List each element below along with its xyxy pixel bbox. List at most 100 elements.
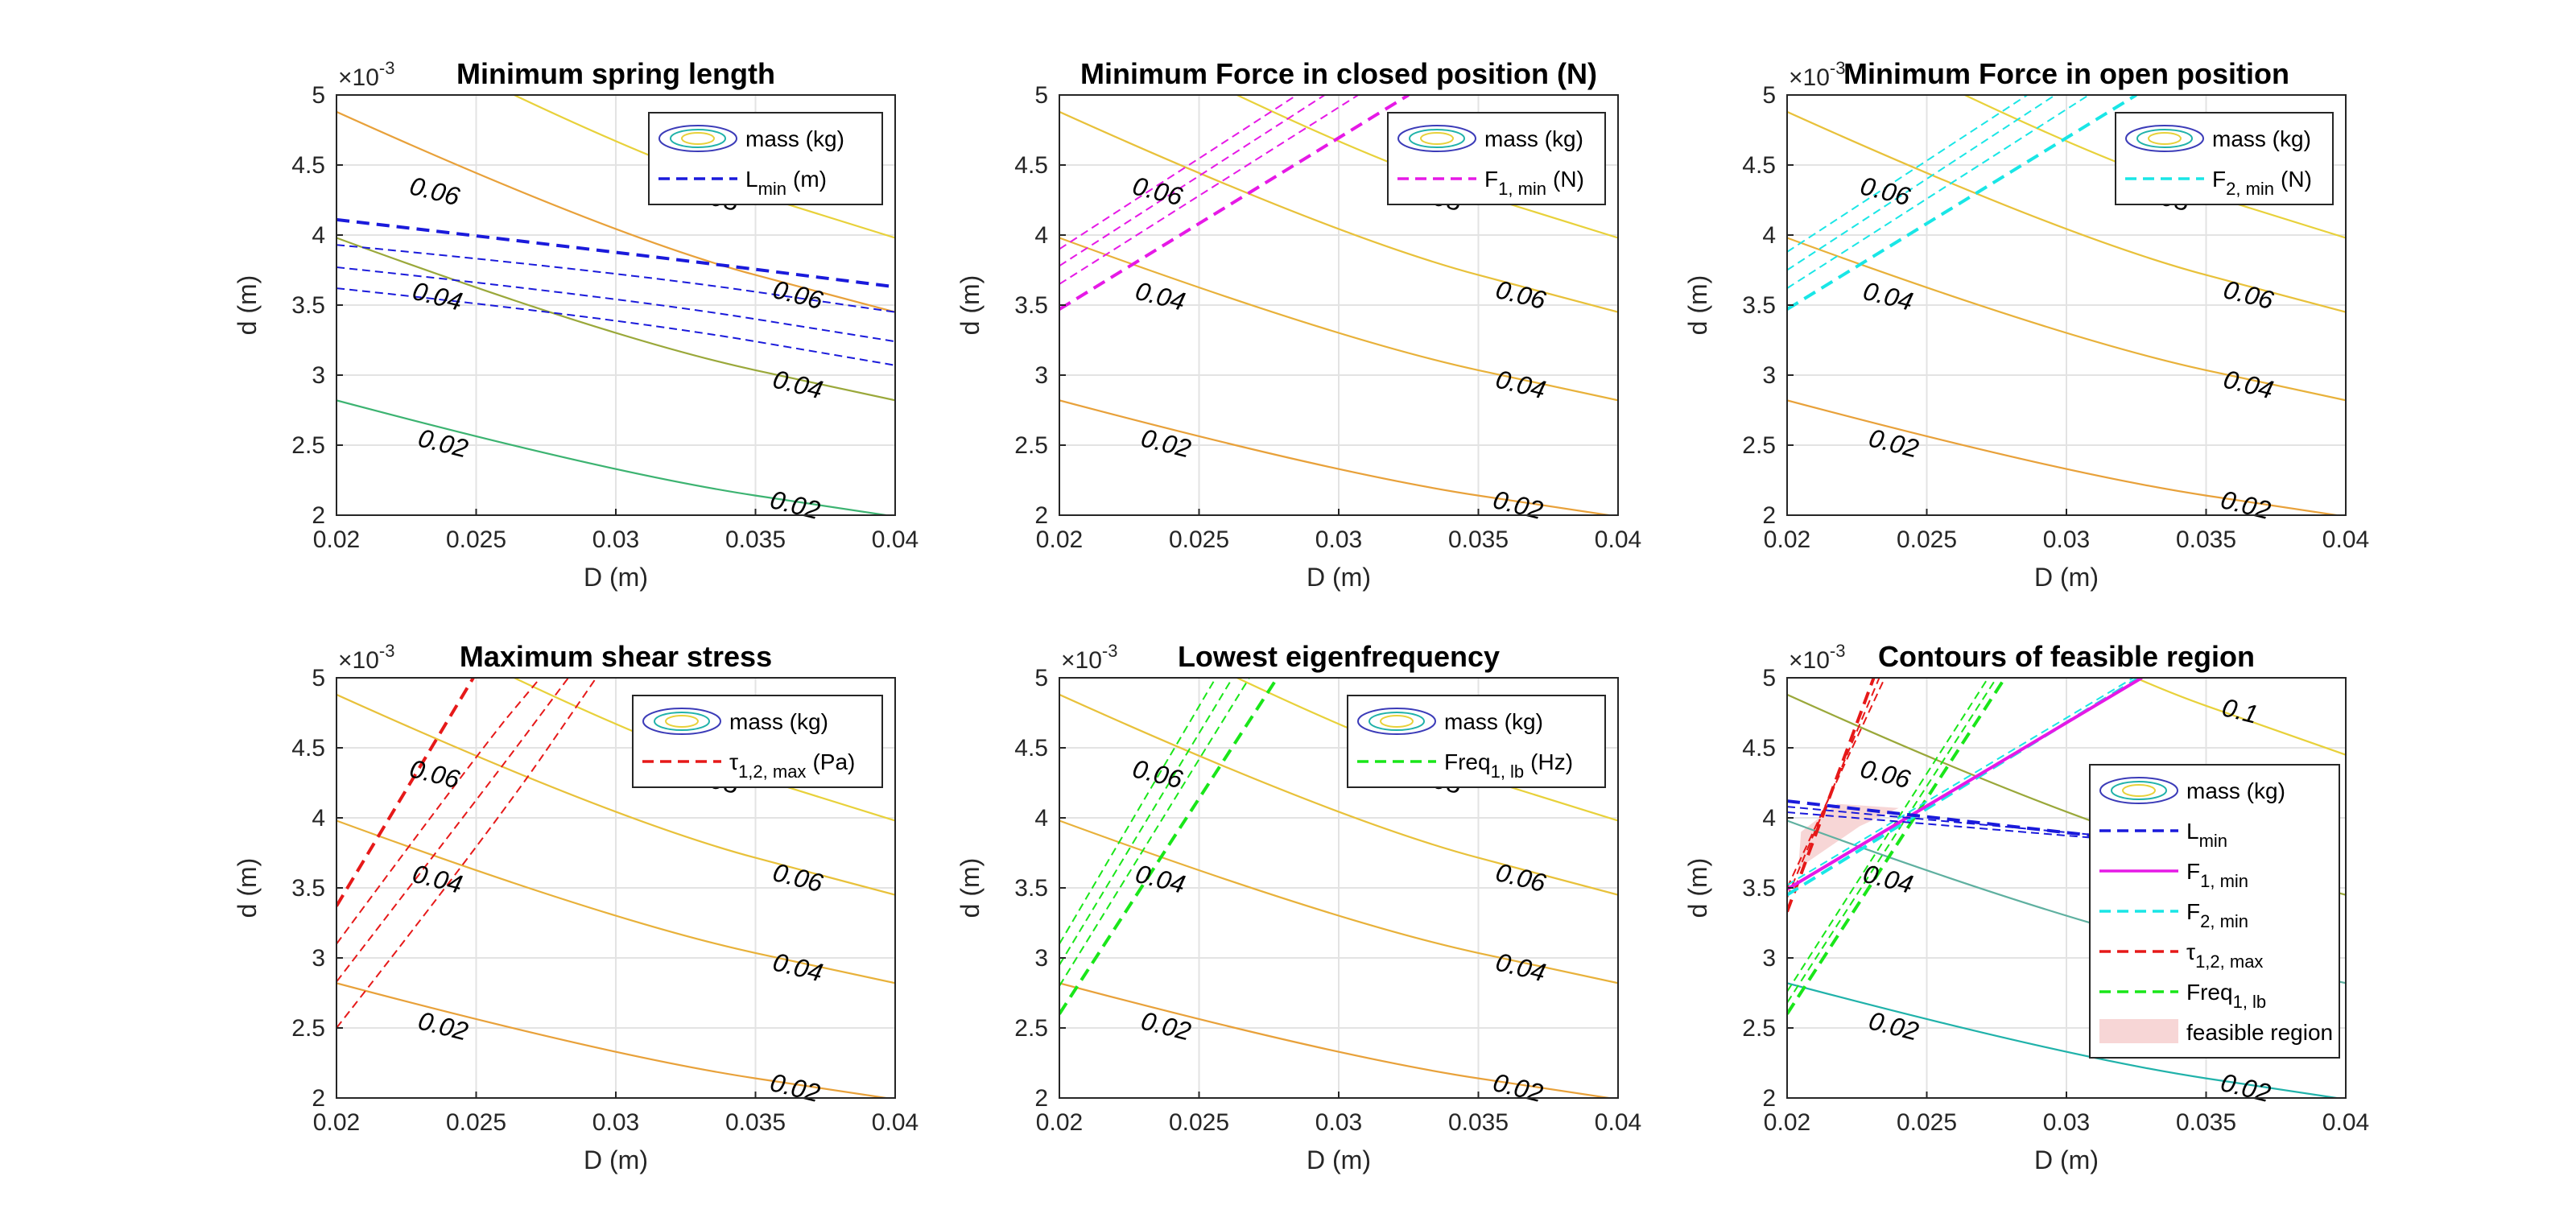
constraint-line: [1059, 95, 1410, 311]
chart-title: Maximum shear stress: [460, 640, 772, 673]
legend-entry-label: Freq1, lb: [2186, 980, 2266, 1012]
y-axis-label: d (m): [956, 275, 985, 336]
constraint-line: [1787, 678, 1876, 913]
y-tick-label: 3: [1762, 362, 1776, 389]
chart-panel: 0.060.080.040.060.040.020.020.020.0250.0…: [233, 57, 919, 592]
y-tick-label: 2: [1762, 502, 1776, 529]
chart-title: Minimum Force in open position: [1843, 57, 2289, 90]
x-tick-label: 0.025: [446, 526, 506, 553]
legend-label-main: F: [2186, 859, 2200, 884]
y-tick-label: 3: [1762, 945, 1776, 972]
x-tick-label: 0.04: [2322, 1109, 2369, 1136]
mass-contour-line: [1787, 110, 2346, 313]
y-tick-label: 4.5: [1742, 735, 1776, 762]
legend-label-main: τ: [2186, 939, 2195, 964]
legend-label-main: F: [2212, 167, 2226, 192]
y-tick-label: 2: [1762, 1085, 1776, 1112]
legend-label-main: mass (kg): [2186, 778, 2285, 803]
legend-contour-icon: [1420, 132, 1454, 145]
y-tick-label: 4.5: [1014, 152, 1048, 179]
constraint-line: [1787, 678, 1998, 1004]
x-tick-label: 0.03: [2043, 1109, 2090, 1136]
y-tick-label: 4: [1762, 805, 1776, 832]
x-tick-label: 0.04: [872, 1109, 919, 1136]
y-tick-label: 2: [312, 1085, 325, 1112]
y-tick-label: 3: [1034, 362, 1048, 389]
mass-contour-line: [1059, 819, 1618, 984]
y-tick-label: 4.5: [291, 735, 325, 762]
legend-entry-label: Lmin: [2186, 819, 2227, 851]
y-tick-label: 5: [1034, 665, 1048, 691]
constraint-line: [1059, 95, 1359, 285]
constraint-line: [1059, 678, 1233, 966]
y-exponent-power: -3: [379, 58, 395, 78]
y-axis-label: d (m): [1683, 858, 1712, 918]
constraint-line: [336, 217, 895, 289]
mass-contour-line: [336, 693, 895, 896]
x-tick-label: 0.02: [313, 1109, 360, 1136]
y-tick-label: 3: [312, 945, 325, 972]
legend-entry-label: F1, min (N): [1484, 167, 1584, 199]
x-axis-label: D (m): [584, 563, 648, 592]
mass-contour-line: [1059, 110, 1618, 313]
constraint-line: [1059, 678, 1279, 1015]
legend-label-unit: (m): [793, 167, 827, 192]
y-tick-label: 4: [1034, 222, 1048, 249]
constraint-line: [336, 678, 475, 907]
legend-contour-icon: [681, 132, 715, 145]
constraint-line: [336, 266, 895, 343]
y-tick-label: 2.5: [1742, 1015, 1776, 1042]
legend-entry-label: τ1,2, max: [2186, 939, 2263, 972]
feasible-region: [1798, 803, 1899, 869]
x-tick-label: 0.04: [1595, 1109, 1641, 1136]
y-tick-label: 2.5: [291, 432, 325, 459]
y-tick-label: 5: [1762, 82, 1776, 109]
legend-label-sub: 1, min: [1498, 179, 1546, 199]
legend-label-main: mass (kg): [745, 126, 844, 151]
x-tick-label: 0.03: [1315, 526, 1362, 553]
y-axis-label: d (m): [233, 858, 262, 918]
y-tick-label: 3.5: [1014, 292, 1048, 319]
constraint-line: [1059, 678, 1250, 987]
x-tick-label: 0.025: [1169, 526, 1229, 553]
y-tick-label: 2: [1034, 502, 1048, 529]
y-axis-label: d (m): [233, 275, 262, 336]
legend-label-sub: 1, lb: [1491, 762, 1525, 782]
x-axis-label: D (m): [1307, 1145, 1371, 1174]
y-tick-label: 5: [312, 82, 325, 109]
x-tick-label: 0.03: [2043, 526, 2090, 553]
mass-contour-line: [1787, 237, 2346, 402]
legend-label-sub: 2, min: [2226, 179, 2274, 199]
legend-entry-label: feasible region: [2186, 1020, 2333, 1045]
legend-entry-label: F2, min (N): [2212, 167, 2312, 199]
legend-contour-icon: [2148, 132, 2182, 145]
legend-contour-icon: [2111, 781, 2167, 800]
legend-entry-label: mass (kg): [2212, 126, 2311, 151]
legend-contour-icon: [2099, 777, 2178, 804]
y-exponent-base: ×10: [1061, 647, 1102, 674]
chart-panel: 0.060.080.040.060.040.020.020.020.0250.0…: [1683, 57, 2369, 592]
legend-label-sub: min: [2199, 831, 2227, 851]
x-tick-label: 0.025: [1897, 526, 1957, 553]
legend-label-main: τ: [729, 749, 738, 774]
legend-contour-icon: [2136, 129, 2193, 148]
legend-label-unit: (N): [1553, 167, 1584, 192]
x-tick-label: 0.04: [872, 526, 919, 553]
constraint-line: [336, 678, 569, 983]
y-tick-label: 2.5: [1014, 432, 1048, 459]
legend-label-main: mass (kg): [729, 709, 828, 734]
constraint-line: [1787, 678, 2134, 886]
y-exponent-base: ×10: [1789, 64, 1830, 91]
y-axis-label: d (m): [1683, 275, 1712, 336]
legend-entry-label: τ1,2, max (Pa): [729, 749, 855, 782]
y-tick-label: 3.5: [1742, 292, 1776, 319]
y-axis-label: d (m): [956, 858, 985, 918]
legend-entry-label: mass (kg): [729, 709, 828, 734]
chart-title: Lowest eigenfrequency: [1178, 640, 1500, 673]
y-exponent-label: ×10-3: [1061, 641, 1117, 674]
legend-contour-icon: [654, 712, 710, 731]
chart-title: Minimum Force in closed position (N): [1080, 57, 1597, 90]
legend-box: [648, 112, 883, 205]
y-exponent-power: -3: [1102, 641, 1118, 661]
